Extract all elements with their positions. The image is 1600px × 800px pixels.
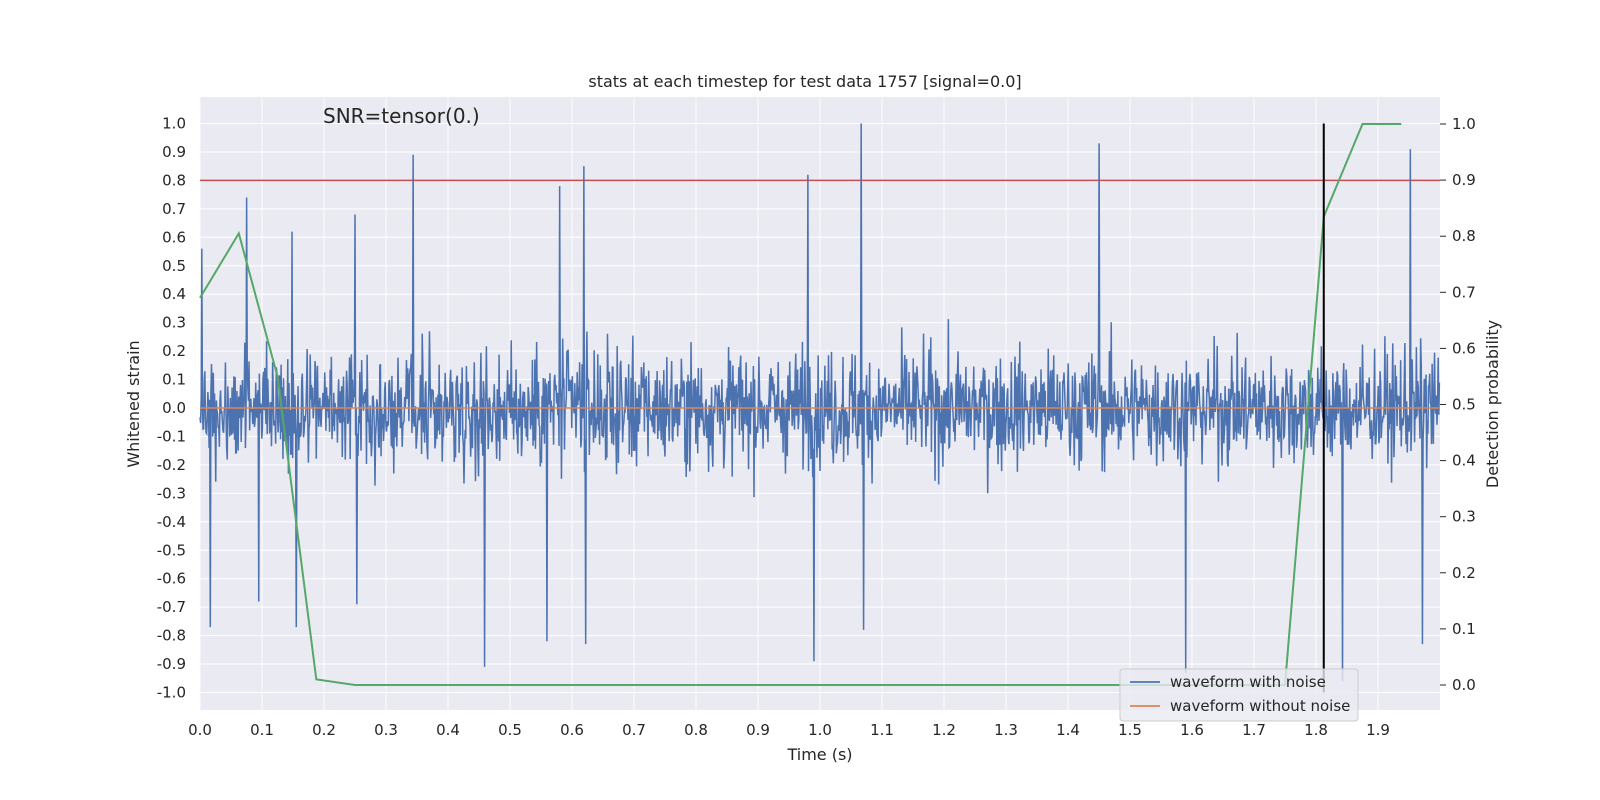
x-tick-label: 0.4 [436,721,460,739]
y-right-tick-label: 0.5 [1452,396,1476,414]
x-tick-label: 0.5 [498,721,522,739]
x-tick-label: 1.5 [1118,721,1142,739]
y-left-tick-label: -0.5 [157,541,186,559]
y-left-tick-label: 0.7 [162,200,186,218]
series-waveform-with-noise [199,123,1441,682]
x-tick-label: 1.0 [808,721,832,739]
y-left-tick-label: 0.5 [162,257,186,275]
y-left-axis-ticks: 1.0 0.9 0.8 0.7 0.6 0.5 0.4 0.3 0.2 0.1 0.0 -0.1 -0.… [157,115,186,702]
x-tick-label: 1.8 [1304,721,1328,739]
y-right-tick-label: 0.1 [1452,620,1476,638]
x-tick-label: 1.4 [1056,721,1080,739]
y-left-tick-label: -0.6 [157,570,186,588]
noise-trace [199,123,1441,682]
y-left-tick-label: 0.1 [162,371,186,389]
y-right-axis-ticks: 1.0 0.9 0.8 0.7 0.6 0.5 0.4 0.3 0.2 0.1 0.0 [1440,115,1476,694]
y-left-tick-label: -0.7 [157,598,186,616]
y-left-tick-label: 1.0 [162,115,186,133]
x-tick-label: 0.3 [374,721,398,739]
y-left-tick-label: -0.1 [157,427,186,445]
x-axis-ticks: 0.0 0.1 0.2 0.3 0.4 0.5 0.6 0.7 0.8 0.9 1.0 1.1 1.2 1… [188,721,1390,739]
snr-annotation: SNR=tensor(0.) [323,104,480,128]
x-tick-label: 1.1 [870,721,894,739]
x-tick-label: 0.1 [250,721,274,739]
x-tick-label: 1.7 [1242,721,1266,739]
y-right-tick-label: 1.0 [1452,115,1476,133]
x-tick-label: 1.6 [1180,721,1204,739]
y-left-tick-label: 0.3 [162,314,186,332]
x-tick-label: 1.3 [994,721,1018,739]
y-left-tick-label: 0.6 [162,228,186,246]
y-left-axis-label: Whitened strain [124,340,143,467]
y-right-tick-label: 0.9 [1452,171,1476,189]
chart-title: stats at each timestep for test data 175… [588,72,1021,91]
y-left-tick-label: 0.4 [162,285,186,303]
y-right-tick-label: 0.4 [1452,452,1476,470]
y-left-tick-label: 0.9 [162,143,186,161]
y-left-tick-label: -0.9 [157,655,186,673]
y-right-axis-label: Detection probability [1483,320,1502,488]
y-left-tick-label: 0.0 [162,399,186,417]
x-tick-label: 1.9 [1366,721,1390,739]
series-detection-probability [199,123,1402,686]
y-left-tick-label: -0.4 [157,513,186,531]
y-left-tick-label: 0.8 [162,171,186,189]
y-left-tick-label: -0.2 [157,456,186,474]
x-tick-label: 0.0 [188,721,212,739]
y-left-tick-label: -0.8 [157,627,186,645]
x-tick-label: 0.2 [312,721,336,739]
y-right-tick-label: 0.6 [1452,339,1476,357]
legend-label-noise: waveform with noise [1170,673,1326,691]
probability-trace [199,123,1402,686]
x-tick-label: 0.6 [560,721,584,739]
y-right-tick-label: 0.2 [1452,564,1476,582]
y-left-tick-label: -1.0 [157,684,186,702]
x-axis-label: Time (s) [786,745,852,764]
x-tick-label: 0.7 [622,721,646,739]
y-right-tick-label: 0.8 [1452,227,1476,245]
x-tick-label: 0.9 [746,721,770,739]
legend-box [1119,668,1359,722]
y-left-tick-label: -0.3 [157,484,186,502]
legend-label-clean: waveform without noise [1170,697,1350,715]
y-right-tick-label: 0.0 [1452,676,1476,694]
legend: waveform with noise waveform without noi… [1119,668,1359,722]
x-tick-label: 1.2 [932,721,956,739]
y-left-tick-label: 0.2 [162,342,186,360]
y-right-tick-label: 0.3 [1452,508,1476,526]
x-tick-label: 0.8 [684,721,708,739]
y-right-tick-label: 0.7 [1452,283,1476,301]
